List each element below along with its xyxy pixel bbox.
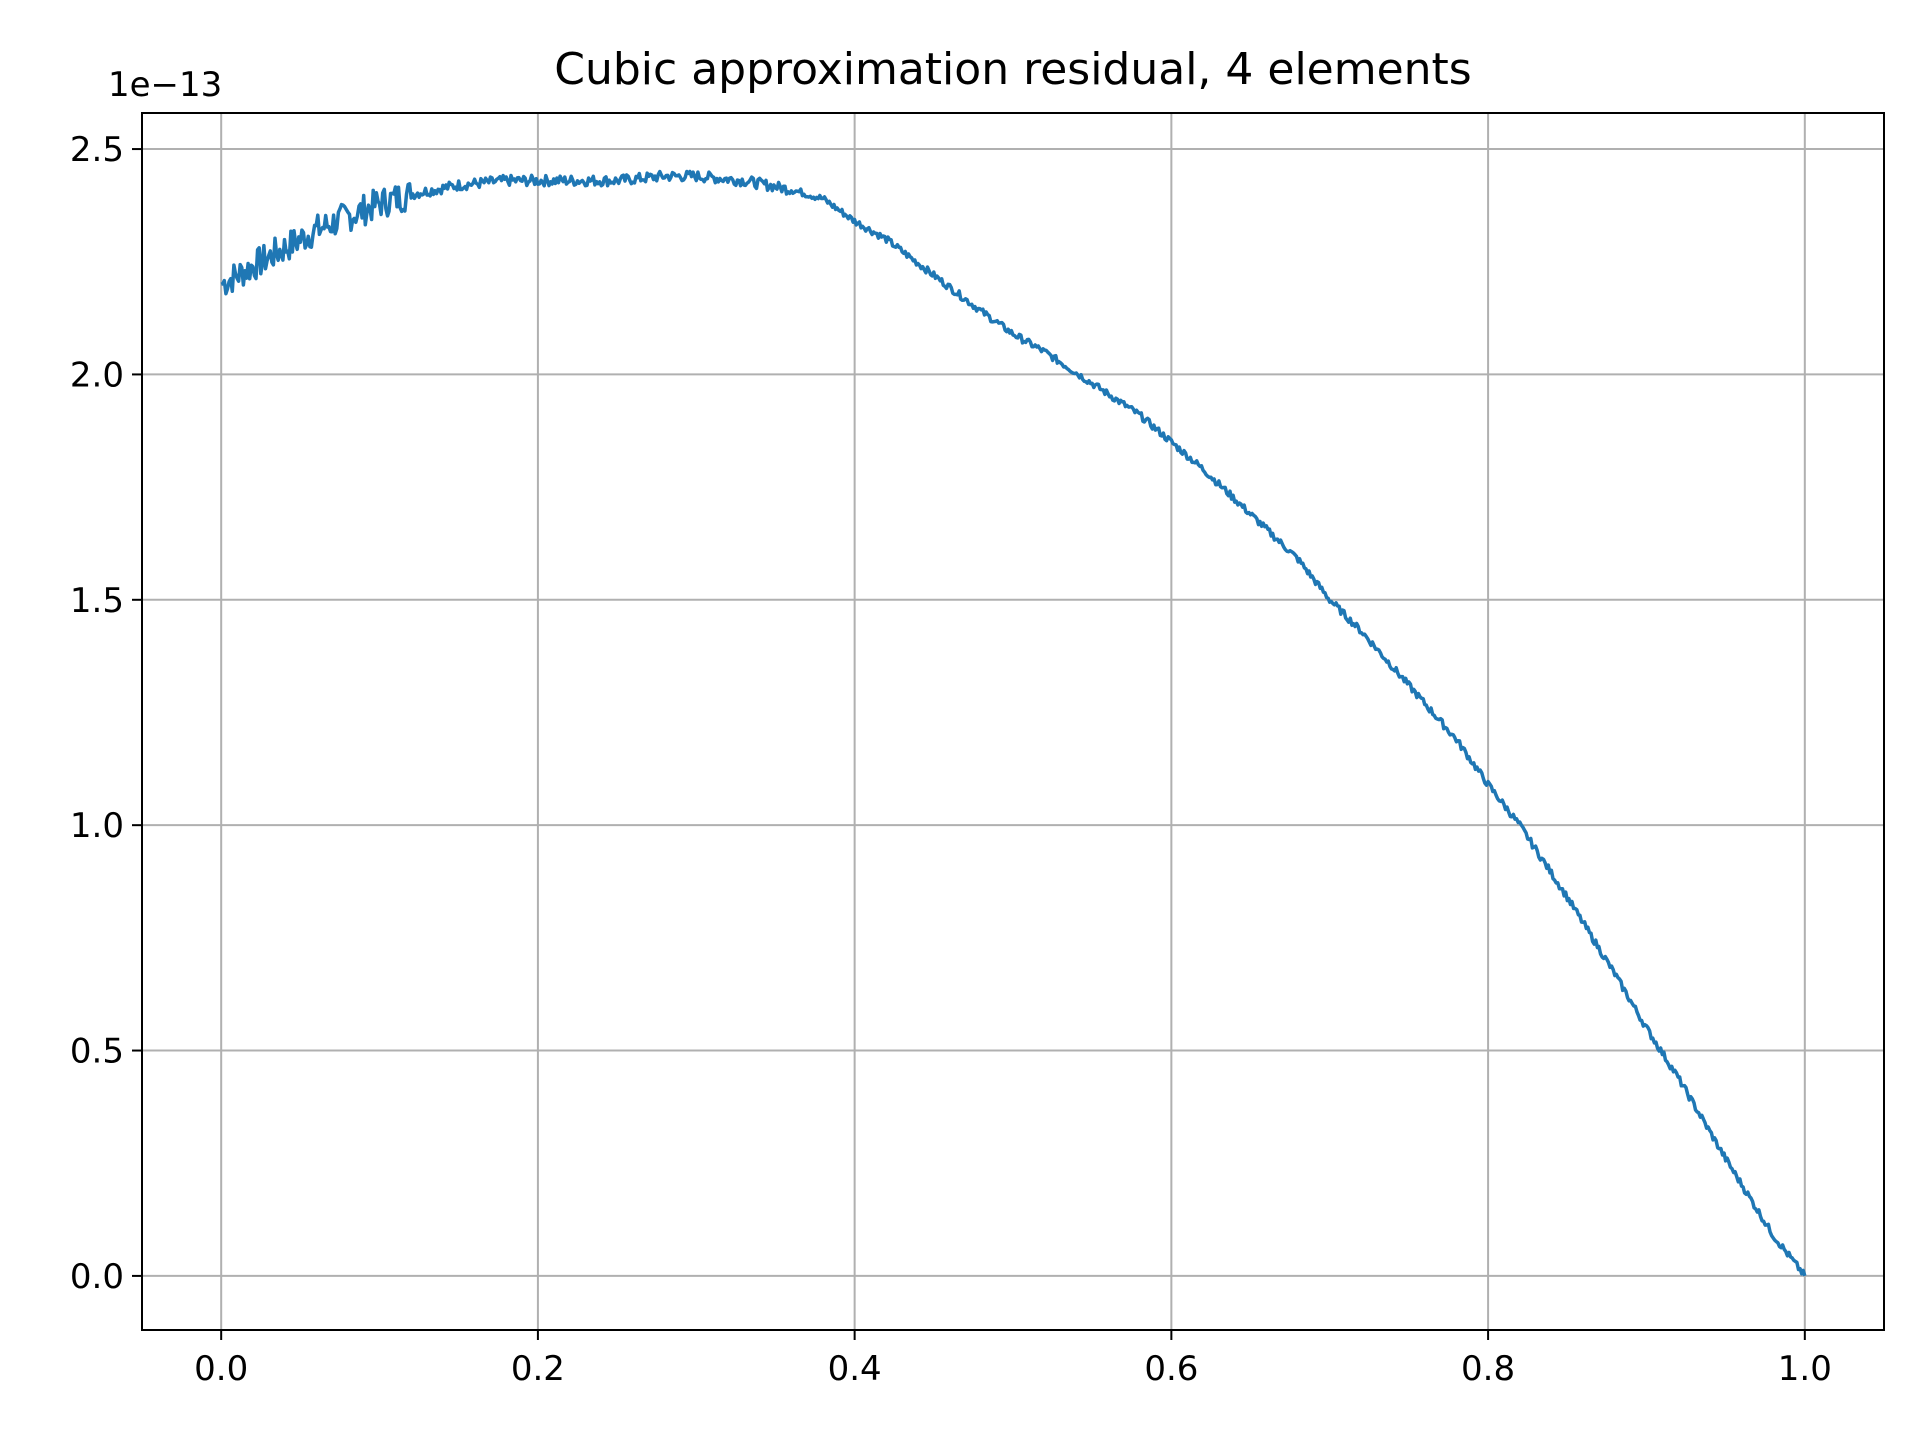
x-tick-label: 0.0: [194, 1349, 248, 1389]
y-tick-label: 1.0: [70, 806, 124, 846]
x-tick-label: 0.6: [1144, 1349, 1198, 1389]
x-tick-label: 0.8: [1461, 1349, 1515, 1389]
plot-frame: [141, 112, 1885, 1331]
x-tick-label: 0.4: [828, 1349, 882, 1389]
chart-title: Cubic approximation residual, 4 elements: [554, 44, 1471, 95]
y-tick-label: 2.5: [70, 130, 124, 170]
y-tick-label: 0.0: [70, 1257, 124, 1297]
y-tick-label: 2.0: [70, 355, 124, 395]
x-tick-label: 0.2: [511, 1349, 565, 1389]
grid: [142, 113, 1884, 1330]
series-line: [220, 169, 1807, 1277]
ticks: 0.0 0.2 0.4 0.6 0.8 1.0 0.0 0.5 1.0 1.5 2.0 2.5: [70, 130, 1832, 1389]
y-tick-label: 1.5: [70, 581, 124, 621]
series-layer: [220, 169, 1807, 1277]
y-offset-label: 1e−13: [108, 65, 222, 105]
y-tick-label: 0.5: [70, 1032, 124, 1072]
x-tick-label: 1.0: [1778, 1349, 1832, 1389]
